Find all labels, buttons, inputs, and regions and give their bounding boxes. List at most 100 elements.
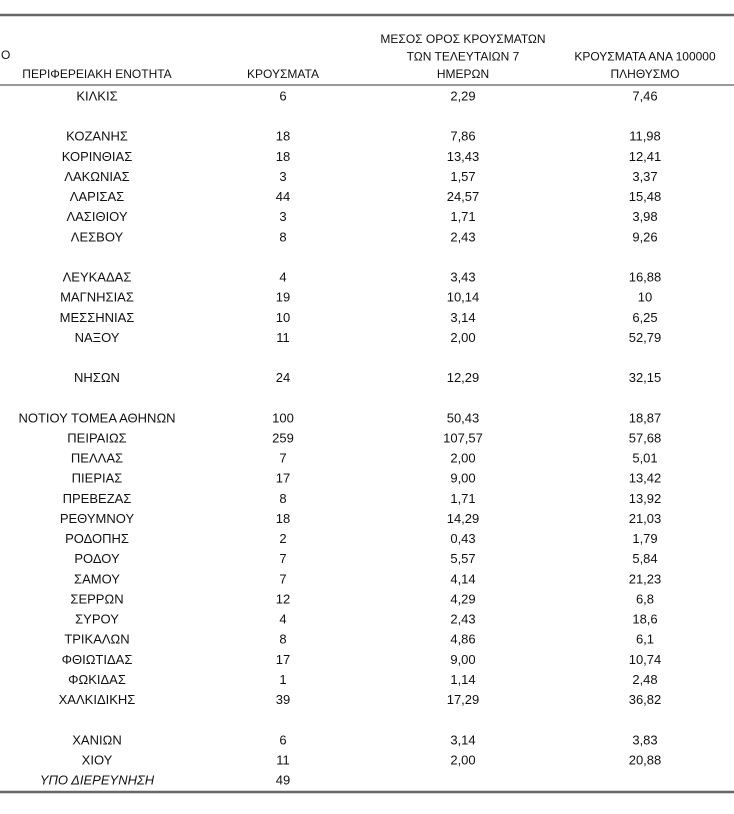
row-label: ΧΙΟΥ — [82, 752, 113, 767]
cell: 1,79 — [632, 531, 657, 546]
cell: 1,57 — [450, 169, 475, 184]
row-label: ΜΑΓΝΗΣΙΑΣ — [60, 290, 134, 305]
row-label: ΠΕΛΛΑΣ — [71, 451, 123, 466]
row-label: ΧΑΛΚΙΔΙΚΗΣ — [59, 692, 136, 707]
cell: 18 — [276, 129, 290, 144]
row-label: ΚΟΖΑΝΗΣ — [66, 129, 128, 144]
cell: 2 — [279, 531, 286, 546]
cell: 12,29 — [447, 370, 480, 385]
cell: 24 — [276, 370, 290, 385]
cell: 8 — [279, 229, 286, 244]
cell: 11 — [276, 330, 290, 345]
row-label: ΡΟΔΟΠΗΣ — [65, 531, 129, 546]
cell: 13,42 — [629, 471, 662, 486]
column-header: ΤΩΝ ΤΕΛΕΥΤΑΙΩΝ 7 — [407, 50, 520, 64]
cell: 18,87 — [629, 410, 662, 425]
cell: 5,84 — [632, 551, 657, 566]
cell: 11 — [276, 752, 290, 767]
cell: 21,23 — [629, 571, 662, 586]
row-label: ΠΡΕΒΕΖΑΣ — [63, 491, 132, 506]
cell: 8 — [279, 491, 286, 506]
cell: 17,29 — [447, 692, 480, 707]
row-label: ΚΙΛΚΙΣ — [76, 88, 117, 103]
cell: 4,29 — [450, 591, 475, 606]
cell: 7 — [279, 451, 286, 466]
cell: 18 — [276, 149, 290, 164]
cell: 16,88 — [629, 270, 662, 285]
cell: 5,01 — [632, 451, 657, 466]
cell: 19 — [276, 290, 290, 305]
cell: 3 — [279, 169, 286, 184]
fragment: Ο — [1, 48, 10, 62]
cell: 14,29 — [447, 511, 480, 526]
cell: 4,14 — [450, 571, 475, 586]
cell: 259 — [272, 430, 294, 445]
cell: 4 — [279, 612, 286, 627]
column-header: ΗΜΕΡΩΝ — [437, 67, 489, 81]
cell: 17 — [276, 652, 290, 667]
cell: 32,15 — [629, 370, 662, 385]
cell: 2,43 — [450, 229, 475, 244]
cell: 3,37 — [632, 169, 657, 184]
cell: 12 — [276, 591, 290, 606]
row-label: ΡΟΔΟΥ — [74, 551, 120, 566]
cell: 17 — [276, 471, 290, 486]
row-label: ΦΘΙΩΤΙΔΑΣ — [62, 652, 133, 667]
cell: 7,46 — [632, 88, 657, 103]
cell: 2,48 — [632, 672, 657, 687]
cell: 20,88 — [629, 752, 662, 767]
row-label: ΠΙΕΡΙΑΣ — [72, 471, 123, 486]
cell: 12,41 — [629, 149, 662, 164]
cell: 18 — [276, 511, 290, 526]
row-label: ΥΠΟ ΔΙΕΡΕΥΝΗΣΗ — [40, 773, 155, 788]
row-label: ΤΡΙΚΑΛΩΝ — [64, 632, 129, 647]
cell: 2,00 — [450, 752, 475, 767]
cell: 49 — [276, 773, 290, 788]
cell: 3,83 — [632, 732, 657, 747]
cell: 3,14 — [450, 310, 475, 325]
cell: 0,43 — [450, 531, 475, 546]
row-label: ΡΕΘΥΜΝΟΥ — [60, 511, 135, 526]
cell: 1 — [279, 672, 286, 687]
cell: 13,43 — [447, 149, 480, 164]
cell: 44 — [276, 189, 290, 204]
row-label: ΠΕΙΡΑΙΩΣ — [67, 430, 126, 445]
cell: 3,14 — [450, 732, 475, 747]
column-header: ΠΕΡΙΦΕΡΕΙΑΚΗ ΕΝΟΤΗΤΑ — [22, 67, 171, 81]
cell: 8 — [279, 632, 286, 647]
cell: 6,1 — [636, 632, 654, 647]
column-header: ΠΛΗΘΥΣΜΟ — [610, 67, 679, 81]
row-label: ΜΕΣΣΗΝΙΑΣ — [60, 310, 135, 325]
cell: 57,68 — [629, 430, 662, 445]
cell: 2,00 — [450, 451, 475, 466]
row-label: ΛΑΣΙΘΙΟΥ — [66, 209, 127, 224]
cell: 36,82 — [629, 692, 662, 707]
row-label: ΣΕΡΡΩΝ — [70, 591, 123, 606]
cell: 52,79 — [629, 330, 662, 345]
cell: 18,6 — [632, 612, 657, 627]
row-label: ΣΑΜΟΥ — [74, 571, 120, 586]
cell: 1,71 — [450, 209, 475, 224]
cell: 4 — [279, 270, 286, 285]
cell: 7 — [279, 571, 286, 586]
cell: 11,98 — [629, 129, 661, 144]
row-label: ΛΑΡΙΣΑΣ — [70, 189, 124, 204]
cell: 9,26 — [632, 229, 657, 244]
cell: 3,98 — [632, 209, 657, 224]
cell: 10 — [276, 310, 290, 325]
cell: 107,57 — [443, 430, 483, 445]
cell: 2,43 — [450, 612, 475, 627]
cell: 5,57 — [450, 551, 475, 566]
row-label: ΛΑΚΩΝΙΑΣ — [64, 169, 129, 184]
cell: 4,86 — [450, 632, 475, 647]
cell: 39 — [276, 692, 290, 707]
cell: 6,8 — [636, 591, 654, 606]
cell: 3 — [279, 209, 286, 224]
cell: 9,00 — [450, 471, 475, 486]
cell: 1,71 — [450, 491, 475, 506]
cell: 100 — [272, 410, 294, 425]
row-label: ΝΟΤΙΟΥ ΤΟΜΕΑ ΑΘΗΝΩΝ — [18, 410, 175, 425]
cell: 2,00 — [450, 330, 475, 345]
cell: 10,14 — [447, 290, 480, 305]
